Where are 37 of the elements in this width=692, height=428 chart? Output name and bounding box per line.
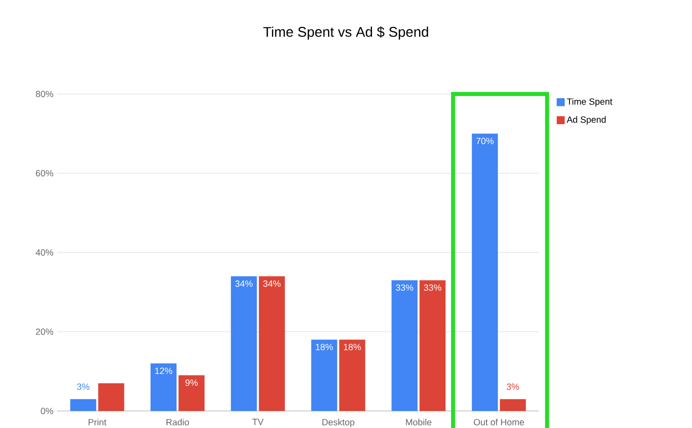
bar bbox=[258, 276, 285, 411]
y-tick-label: 40% bbox=[36, 249, 54, 256]
data-label: 3% bbox=[77, 383, 90, 390]
data-label: 34% bbox=[235, 280, 253, 287]
data-label: 70% bbox=[476, 138, 494, 144]
bar bbox=[70, 399, 96, 411]
data-label: 3% bbox=[506, 383, 520, 390]
bar bbox=[392, 280, 418, 411]
bar bbox=[150, 363, 177, 411]
bar bbox=[98, 383, 124, 411]
data-label: 9% bbox=[185, 379, 198, 386]
x-tick-label: Mobile bbox=[406, 418, 432, 426]
bar bbox=[500, 399, 526, 411]
bar bbox=[339, 340, 366, 411]
data-label: 33% bbox=[396, 284, 414, 291]
y-tick-label: 20% bbox=[36, 328, 54, 335]
x-tick-label: Out of Home bbox=[474, 418, 524, 426]
data-label: 12% bbox=[155, 368, 172, 374]
y-tick-label: 0% bbox=[40, 408, 54, 414]
y-tick-label: 60% bbox=[36, 170, 54, 176]
data-label: 34% bbox=[263, 280, 281, 287]
chart-title: Time Spent vs Ad $ Spend bbox=[263, 26, 428, 40]
data-label: 33% bbox=[424, 284, 442, 291]
x-tick-label: Radio bbox=[166, 418, 189, 426]
x-tick-label: Desktop bbox=[322, 418, 354, 428]
legend-label: Ad Spend bbox=[566, 116, 606, 125]
legend-label: Time Spent bbox=[566, 98, 612, 107]
bar bbox=[230, 276, 257, 411]
bar bbox=[178, 375, 205, 411]
bar bbox=[420, 280, 446, 411]
y-tick-label: 80% bbox=[36, 90, 54, 98]
data-label: 18% bbox=[344, 344, 361, 350]
x-tick-label: TV bbox=[252, 418, 264, 425]
data-label: 18% bbox=[316, 344, 333, 350]
x-tick-label: Print bbox=[88, 418, 106, 426]
bar bbox=[311, 340, 338, 411]
bar bbox=[472, 134, 498, 411]
